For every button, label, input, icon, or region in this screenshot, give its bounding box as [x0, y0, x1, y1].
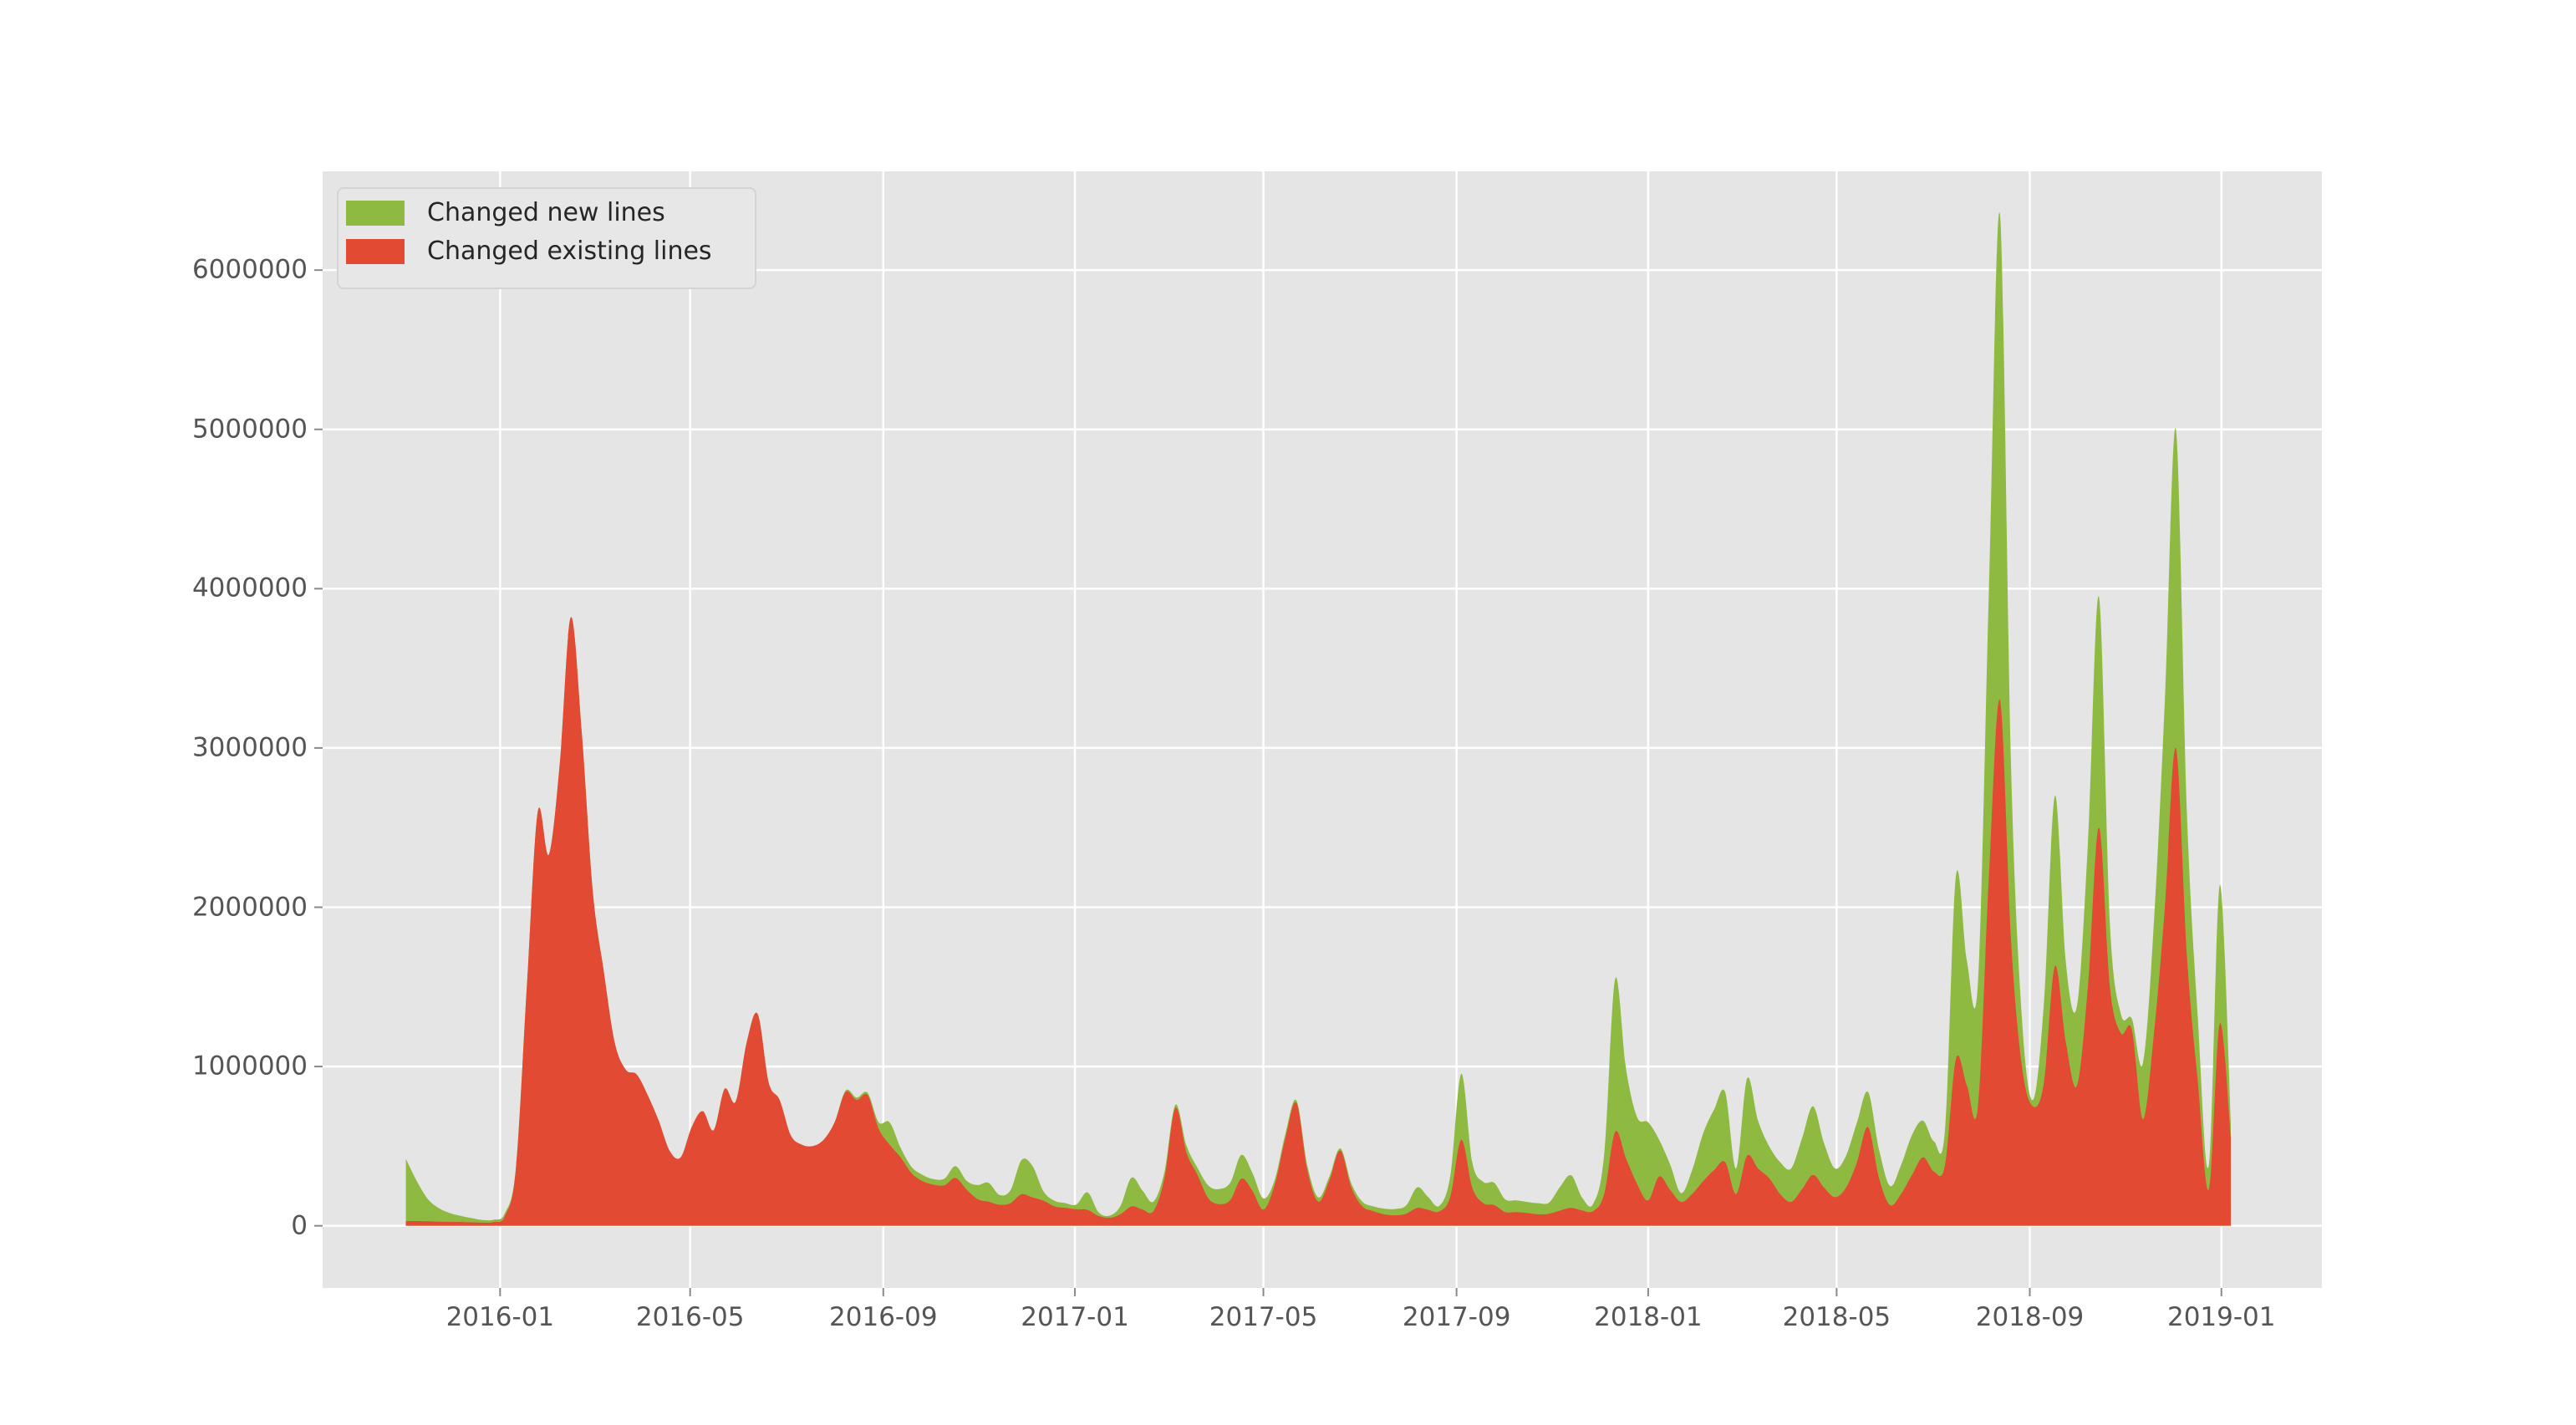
x-tick-label: 2016-01	[445, 1302, 555, 1332]
x-tick-label: 2017-09	[1402, 1302, 1511, 1332]
y-tick-label: 5000000	[191, 414, 308, 445]
y-tick-label: 6000000	[191, 254, 308, 285]
y-tick-label: 2000000	[191, 892, 308, 922]
legend-label-new-lines: Changed new lines	[427, 198, 665, 227]
legend-swatch-existing-lines-icon	[346, 239, 405, 264]
x-tick-label: 2017-01	[1021, 1302, 1129, 1332]
x-tick-label: 2019-01	[2166, 1302, 2276, 1332]
series-area-existing-lines	[405, 617, 2232, 1226]
y-tick-label: 0	[291, 1210, 308, 1241]
y-tick-label: 3000000	[191, 732, 308, 763]
x-tick-label: 2018-05	[1782, 1302, 1891, 1332]
legend-label-existing-lines: Changed existing lines	[427, 237, 712, 266]
y-tick-label: 4000000	[191, 573, 308, 603]
series-areas	[405, 211, 2232, 1226]
x-tick-label: 2017-05	[1209, 1302, 1318, 1332]
x-tick-label: 2018-09	[1975, 1302, 2085, 1332]
legend: Changed new lines Changed existing lines	[337, 187, 756, 289]
x-tick-label: 2016-05	[635, 1302, 745, 1332]
x-tick-label: 2016-09	[829, 1302, 938, 1332]
legend-item-new-lines: Changed new lines	[346, 201, 755, 226]
legend-item-existing-lines: Changed existing lines	[346, 239, 755, 264]
y-tick-label: 1000000	[191, 1051, 308, 1081]
legend-swatch-new-lines-icon	[346, 201, 405, 226]
tick-marks	[314, 269, 2222, 1296]
x-tick-label: 2018-01	[1594, 1302, 1703, 1332]
